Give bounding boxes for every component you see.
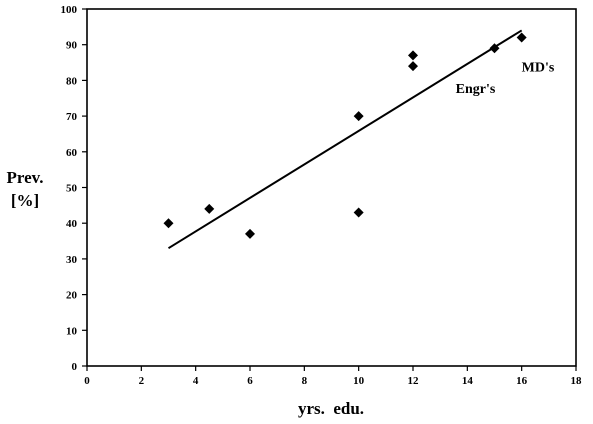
y-tick-label: 0 <box>72 361 78 373</box>
y-tick-label: 30 <box>66 254 78 266</box>
y-axis-label-line1: Prev. <box>7 168 44 187</box>
annotation-label: Engr's <box>456 82 496 97</box>
trend-line <box>167 29 523 250</box>
x-tick-label: 10 <box>353 375 365 387</box>
x-tick-label: 14 <box>462 375 474 387</box>
y-tick-label: 90 <box>66 40 78 52</box>
data-point <box>245 228 255 239</box>
data-point <box>408 61 418 72</box>
y-tick-label: 10 <box>66 325 78 337</box>
annotations: MD's Engr's <box>456 60 555 96</box>
y-tick-label: 60 <box>66 147 78 159</box>
x-tick-label: 2 <box>139 375 145 387</box>
data-point <box>163 218 174 229</box>
y-tick-label: 20 <box>66 290 78 302</box>
data-point <box>353 207 364 218</box>
x-tick-label: 16 <box>516 375 528 387</box>
data-point <box>353 111 364 122</box>
x-tick-label: 4 <box>193 375 199 387</box>
y-axis-label-line2: [%] <box>11 191 39 210</box>
x-tick-label: 12 <box>408 375 420 387</box>
data-point <box>516 32 527 43</box>
data-point <box>408 50 418 61</box>
data-point <box>204 203 215 214</box>
axes <box>86 8 577 367</box>
x-axis-ticks: 0 2 4 6 8 10 12 14 16 18 <box>84 366 582 387</box>
y-tick-label: 70 <box>66 111 78 123</box>
x-tick-label: 6 <box>247 375 253 387</box>
x-tick-label: 8 <box>302 375 308 387</box>
x-tick-label: 0 <box>84 375 90 387</box>
y-tick-label: 100 <box>61 4 78 16</box>
x-tick-label: 18 <box>571 375 583 387</box>
x-axis-label: yrs. edu. <box>298 399 364 418</box>
trend-line-group <box>167 29 523 250</box>
y-axis-ticks: 0 10 20 30 40 50 60 70 80 90 100 <box>61 4 87 373</box>
data-point <box>489 43 500 54</box>
data-points <box>163 32 527 239</box>
y-tick-label: 50 <box>66 183 78 195</box>
y-tick-label: 40 <box>66 218 78 230</box>
plot-frame <box>86 8 577 367</box>
y-tick-label: 80 <box>66 75 78 87</box>
annotation-label: MD's <box>522 60 555 75</box>
